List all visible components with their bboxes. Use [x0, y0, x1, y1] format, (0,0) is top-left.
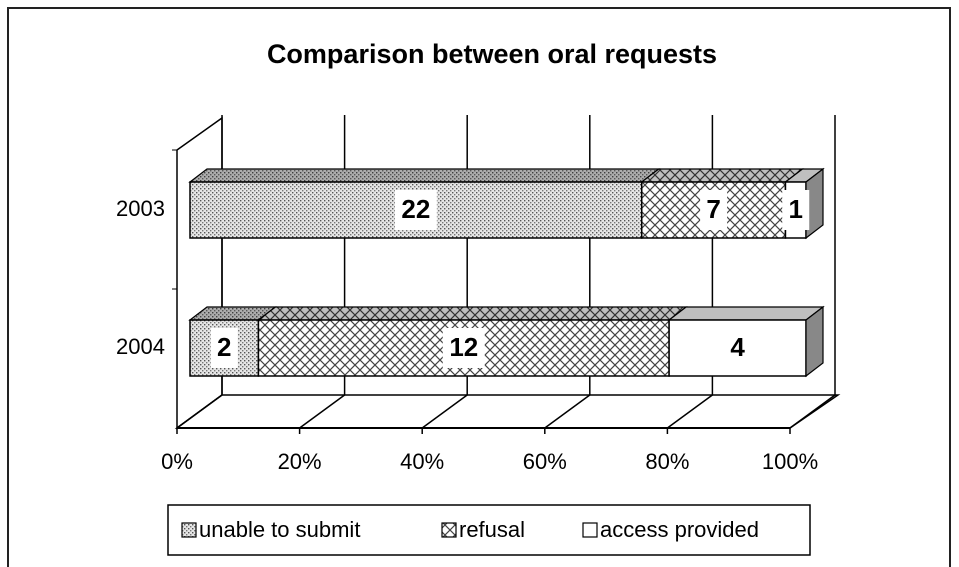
- frame: [7, 7, 951, 567]
- y-tick-label: 2003: [116, 196, 165, 221]
- grid-line: [299, 394, 346, 429]
- grid-line: [421, 394, 468, 429]
- data-label-bg: [442, 328, 485, 368]
- x-tick-label: 40%: [400, 449, 444, 474]
- bar-top-shade: [785, 169, 823, 182]
- grid-line: [176, 394, 223, 429]
- data-label: 12: [449, 332, 478, 362]
- data-label: 7: [706, 194, 720, 224]
- legend-marker: [181, 522, 197, 538]
- grid-line: [666, 394, 713, 429]
- data-label: 1: [788, 194, 802, 224]
- data-label-bg: [394, 190, 437, 230]
- grid-line: [789, 394, 836, 429]
- legend-label: access provided: [600, 517, 759, 542]
- data-label-bg: [210, 328, 238, 368]
- bar-top-shade: [258, 307, 687, 320]
- bar-top-shade: [669, 307, 823, 320]
- grid-line: [544, 394, 591, 429]
- data-label: 4: [730, 332, 745, 362]
- x-tick-label: 0%: [161, 449, 193, 474]
- data-label-bg: [782, 190, 810, 230]
- bar-side: [805, 305, 824, 378]
- data-label: 2: [217, 332, 231, 362]
- legend-label: refusal: [459, 517, 525, 542]
- data-label: 22: [401, 194, 430, 224]
- bar-top-shade: [641, 169, 803, 182]
- floor: [174, 394, 841, 429]
- bar-top-shade: [190, 307, 276, 320]
- legend-marker: [582, 522, 598, 538]
- x-tick-label: 80%: [645, 449, 689, 474]
- x-tick-label: 100%: [762, 449, 818, 474]
- side-wall: [176, 116, 223, 430]
- x-tick-label: 20%: [278, 449, 322, 474]
- legend-marker: [441, 522, 457, 538]
- y-tick-label: 2004: [116, 334, 165, 359]
- data-label-bg: [700, 190, 728, 230]
- legend-label: unable to submit: [199, 517, 360, 542]
- bar-top-shade: [190, 169, 659, 182]
- legend-box: [167, 504, 811, 556]
- chart-title: Comparison between oral requests: [267, 39, 717, 69]
- x-tick-label: 60%: [523, 449, 567, 474]
- data-label-bg: [724, 328, 752, 368]
